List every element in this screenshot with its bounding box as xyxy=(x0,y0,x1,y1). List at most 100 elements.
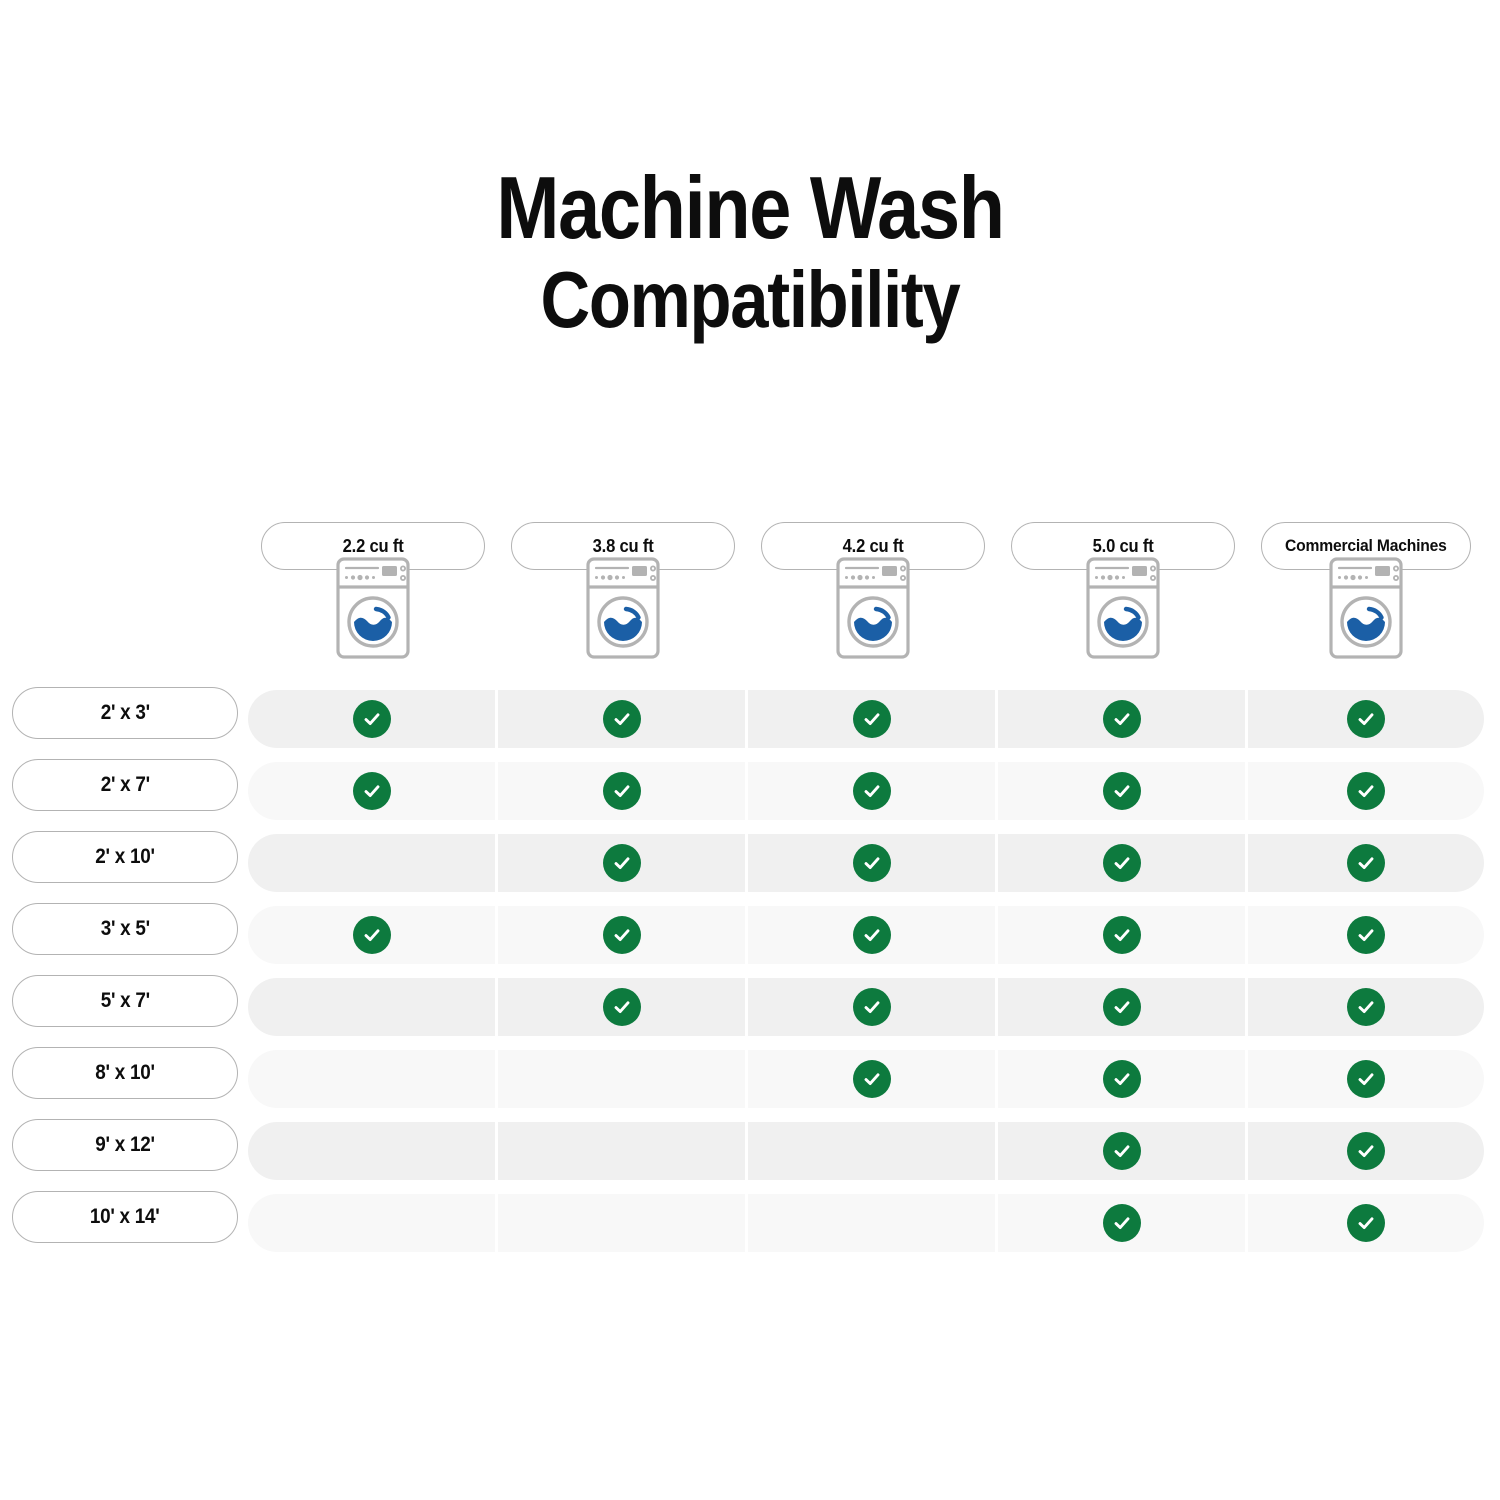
compat-cell[interactable] xyxy=(1248,1122,1484,1180)
washing-machine-icon xyxy=(1327,556,1405,660)
check-icon xyxy=(602,772,641,810)
compat-cell[interactable] xyxy=(748,978,998,1036)
compat-cell[interactable] xyxy=(248,906,498,964)
compat-cell[interactable] xyxy=(1248,1050,1484,1108)
row-label-1[interactable]: 2' x 3' xyxy=(12,687,238,739)
row-label-text: 8' x 10' xyxy=(95,1061,155,1084)
check-icon xyxy=(1102,1204,1141,1242)
compat-cell[interactable] xyxy=(498,1122,748,1180)
compat-cell[interactable] xyxy=(998,690,1248,748)
compat-cell[interactable] xyxy=(248,834,498,892)
column-header-label: Commercial Machines xyxy=(1285,536,1447,555)
check-icon xyxy=(1102,1132,1141,1170)
compat-cell[interactable] xyxy=(998,1050,1248,1108)
compat-cell[interactable] xyxy=(248,978,498,1036)
compat-cell[interactable] xyxy=(748,762,998,820)
compat-cell[interactable] xyxy=(1248,690,1484,748)
row-label-text: 2' x 10' xyxy=(95,845,155,868)
row-label-7[interactable]: 9' x 12' xyxy=(12,1119,238,1171)
compat-cell[interactable] xyxy=(998,834,1248,892)
compat-cell[interactable] xyxy=(748,1122,998,1180)
compat-cell[interactable] xyxy=(748,1050,998,1108)
compat-cell[interactable] xyxy=(498,1194,748,1252)
title-line-2: Compatibility xyxy=(540,255,961,344)
column-header-label: 5.0 cu ft xyxy=(1092,535,1154,556)
compat-cell[interactable] xyxy=(248,1122,498,1180)
row-label-8[interactable]: 10' x 14' xyxy=(12,1191,238,1243)
compat-cell[interactable] xyxy=(748,906,998,964)
compat-cell[interactable] xyxy=(1248,906,1484,964)
page-title: Machine Wash Compatibility xyxy=(0,160,1500,344)
compat-cell[interactable] xyxy=(248,1050,498,1108)
table-row xyxy=(248,690,1484,748)
check-icon xyxy=(352,700,391,738)
column-header-label: 3.8 cu ft xyxy=(592,535,654,556)
compat-cell[interactable] xyxy=(998,906,1248,964)
compat-cell[interactable] xyxy=(498,834,748,892)
compat-cell[interactable] xyxy=(498,690,748,748)
row-label-5[interactable]: 5' x 7' xyxy=(12,975,238,1027)
check-icon xyxy=(1102,916,1141,954)
row-label-text: 5' x 7' xyxy=(100,989,150,1012)
check-icon xyxy=(1347,1060,1385,1098)
compat-cell[interactable] xyxy=(248,762,498,820)
washing-machine-icon xyxy=(584,556,662,660)
table-row xyxy=(248,834,1484,892)
table-row xyxy=(248,762,1484,820)
row-label-4[interactable]: 3' x 5' xyxy=(12,903,238,955)
check-icon xyxy=(1347,844,1385,882)
compat-cell[interactable] xyxy=(498,762,748,820)
check-icon xyxy=(352,916,391,954)
check-icon xyxy=(852,772,891,810)
compat-cell[interactable] xyxy=(248,1194,498,1252)
check-icon xyxy=(852,844,891,882)
washing-machine-icon xyxy=(834,556,912,660)
compat-cell[interactable] xyxy=(498,1050,748,1108)
compat-cell[interactable] xyxy=(498,978,748,1036)
compat-cell[interactable] xyxy=(1248,978,1484,1036)
check-icon xyxy=(1347,1132,1385,1170)
compat-cell[interactable] xyxy=(1248,762,1484,820)
check-icon xyxy=(352,772,391,810)
row-label-text: 2' x 7' xyxy=(100,773,150,796)
row-label-3[interactable]: 2' x 10' xyxy=(12,831,238,883)
compat-cell[interactable] xyxy=(748,690,998,748)
compat-cell[interactable] xyxy=(1248,1194,1484,1252)
row-label-text: 9' x 12' xyxy=(95,1133,155,1156)
check-icon xyxy=(1347,988,1385,1026)
check-icon xyxy=(602,916,641,954)
table-row xyxy=(248,1194,1484,1252)
check-icon xyxy=(1102,700,1141,738)
title-line-1: Machine Wash xyxy=(496,158,1005,257)
compat-cell[interactable] xyxy=(998,762,1248,820)
compat-cell[interactable] xyxy=(998,1194,1248,1252)
check-icon xyxy=(852,1060,891,1098)
compat-cell[interactable] xyxy=(748,834,998,892)
check-icon xyxy=(852,700,891,738)
row-label-text: 3' x 5' xyxy=(100,917,150,940)
check-icon xyxy=(852,916,891,954)
check-icon xyxy=(1347,1204,1385,1242)
compat-cell[interactable] xyxy=(248,690,498,748)
row-label-text: 2' x 3' xyxy=(100,701,150,724)
row-label-2[interactable]: 2' x 7' xyxy=(12,759,238,811)
compat-cell[interactable] xyxy=(498,906,748,964)
column-header-label: 2.2 cu ft xyxy=(342,535,404,556)
table-row xyxy=(248,1122,1484,1180)
washing-machine-icon xyxy=(1084,556,1162,660)
compat-cell[interactable] xyxy=(998,978,1248,1036)
table-row xyxy=(248,1050,1484,1108)
check-icon xyxy=(1347,916,1385,954)
check-icon xyxy=(1102,988,1141,1026)
column-header-label: 4.2 cu ft xyxy=(842,535,904,556)
check-icon xyxy=(602,844,641,882)
check-icon xyxy=(602,700,641,738)
check-icon xyxy=(1102,772,1141,810)
table-row xyxy=(248,906,1484,964)
compat-cell[interactable] xyxy=(748,1194,998,1252)
compat-cell[interactable] xyxy=(998,1122,1248,1180)
check-icon xyxy=(852,988,891,1026)
row-label-6[interactable]: 8' x 10' xyxy=(12,1047,238,1099)
compat-cell[interactable] xyxy=(1248,834,1484,892)
